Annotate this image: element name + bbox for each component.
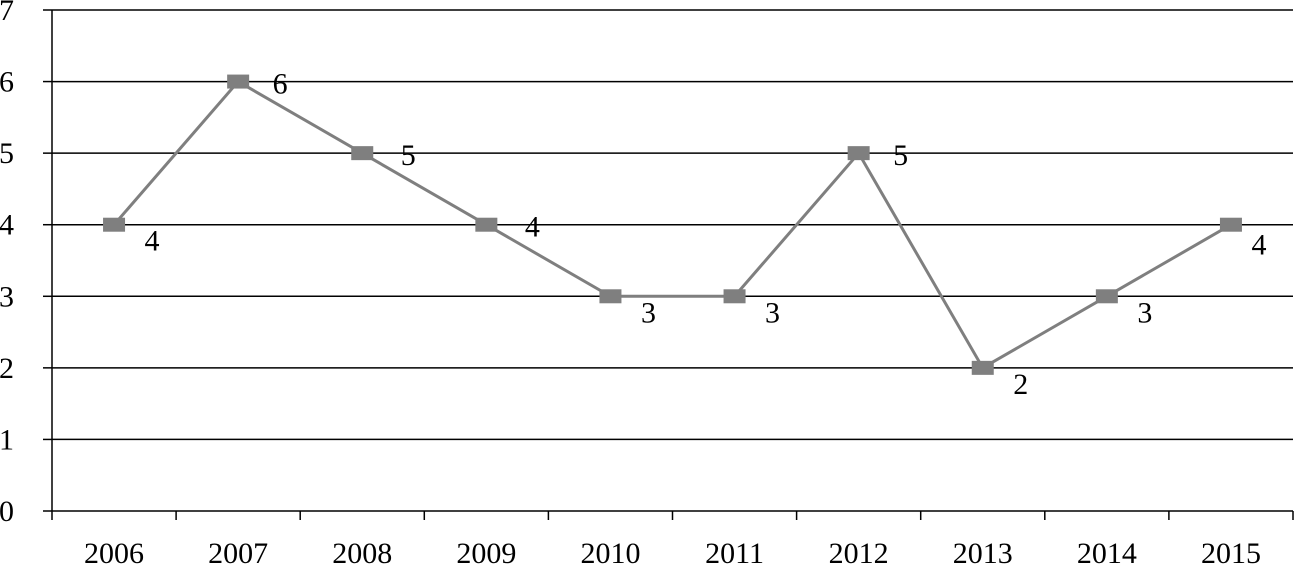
series-line	[112, 79, 1232, 370]
y-tick-label: 1	[0, 423, 14, 456]
y-tick-label: 0	[0, 495, 14, 528]
data-label: 3	[1137, 296, 1152, 329]
data-point-marker	[847, 146, 870, 161]
y-tick-label: 3	[0, 280, 14, 313]
x-tick-label: 2009	[456, 537, 516, 567]
data-point-marker	[227, 74, 250, 89]
gridlines	[52, 9, 1293, 441]
data-label: 4	[145, 225, 160, 258]
x-tick-label: 2013	[953, 537, 1013, 567]
x-tick-label: 2006	[84, 537, 144, 567]
data-point-marker	[475, 217, 498, 232]
data-label: 3	[641, 296, 656, 329]
x-tick-label: 2011	[705, 537, 764, 567]
y-tick-labels: 0 1 2 3 4 5 6 7	[0, 0, 14, 528]
series-markers	[103, 74, 1242, 375]
data-point-marker	[103, 217, 126, 232]
data-label: 5	[401, 139, 416, 172]
series-polyline	[112, 79, 1232, 370]
data-label: 4	[1251, 229, 1266, 262]
y-tick-label: 4	[0, 209, 14, 242]
x-tick-label: 2015	[1201, 537, 1261, 567]
x-tick-label: 2007	[208, 537, 268, 567]
data-label: 6	[273, 68, 288, 101]
y-tick-label: 7	[0, 0, 14, 27]
x-tick-labels: 2006 2007 2008 2009 2010 2011 2012 2013 2014 2015	[84, 537, 1261, 567]
data-point-marker	[971, 360, 994, 375]
axes	[43, 9, 1294, 520]
data-point-marker	[599, 289, 622, 304]
x-tick-label: 2008	[332, 537, 392, 567]
y-tick-label: 6	[0, 66, 14, 99]
data-label: 5	[893, 139, 908, 172]
data-labels: 4 6 5 4 3 3 5 2 3 4	[145, 68, 1267, 401]
data-label: 3	[765, 296, 780, 329]
x-tick-label: 2010	[580, 537, 640, 567]
data-point-marker	[1095, 289, 1118, 304]
x-tick-label: 2012	[829, 537, 889, 567]
x-tick-label: 2014	[1077, 537, 1137, 567]
data-point-marker	[723, 289, 746, 304]
data-label: 2	[1013, 368, 1028, 401]
data-label: 4	[525, 211, 540, 244]
data-point-marker	[351, 146, 374, 161]
data-point-marker	[1219, 217, 1242, 232]
y-tick-label: 2	[0, 352, 14, 385]
y-tick-label: 5	[0, 137, 14, 170]
